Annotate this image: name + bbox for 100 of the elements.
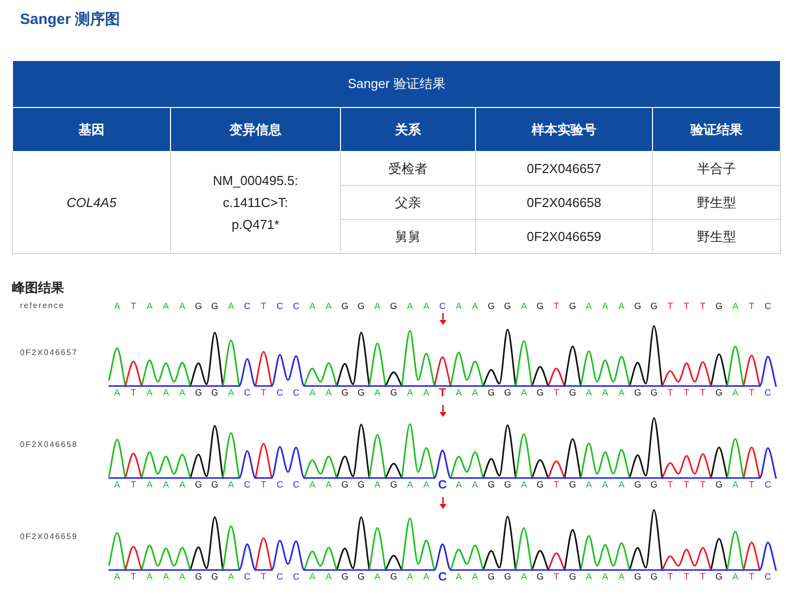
text: 0F2X046659 [526,228,602,244]
x-tick-label: G [358,571,365,582]
x-tick-label: C [276,571,284,582]
x-tick-label: G [488,387,495,398]
x-tick-label: T [684,571,690,582]
category-label: T [666,300,674,312]
x-tick-label: A [114,479,120,490]
category-label: G [633,300,642,312]
category-label: 变异信息 [170,108,340,152]
category-label: A [520,300,528,312]
x-tick-label: A [618,571,624,582]
category-label: A [308,300,316,312]
x-tick-label: T [554,479,560,490]
category-label: 关系 [340,108,476,152]
x-tick-label: A [456,387,462,398]
category-label: A [113,300,122,312]
x-tick-label: G [341,571,348,582]
x-tick-label: T [700,387,706,398]
x-tick-label: T [130,571,137,582]
y-axis-title: 0F2X046658 [20,440,78,450]
x-tick-label: G [488,479,495,490]
x-tick-label: G [488,571,495,582]
text: 峰图结果 [12,280,64,296]
x-tick-label: A [520,479,527,490]
x-tick-label: T [748,387,755,398]
x-tick-label: A [586,571,592,582]
x-tick-label: T [668,479,674,490]
text: COL4A5 [66,194,116,210]
category-label: A [406,300,414,312]
category-label: G [210,300,220,312]
category-label: G [568,300,578,312]
category-label: G [194,300,203,312]
x-tick-label: G [504,571,512,582]
x-tick-label: A [423,387,430,398]
x-tick-label: C [764,571,772,582]
x-tick-label: T [130,387,137,398]
x-tick-label: A [309,387,316,398]
x-tick-label: T [684,387,690,398]
category-label: C [276,300,284,312]
x-tick-label: A [114,571,120,582]
x-tick-label: G [211,479,218,490]
category-label: G [503,300,512,312]
x-tick-label: G [390,479,398,490]
text: 舅舅 [395,228,421,244]
x-tick-label: A [162,571,169,582]
x-tick-label: C [438,477,448,492]
x-tick-label: T [260,387,267,398]
x-tick-label: G [504,387,512,398]
x-tick-label: G [341,387,348,398]
x-tick-label: T [700,479,706,490]
x-tick-label: A [520,387,527,398]
x-tick-label: C [292,479,300,490]
x-tick-label: C [764,387,772,398]
x-tick-label: A [114,387,120,398]
category-label: T [748,300,756,312]
x-tick-label: A [586,387,592,398]
x-tick-label: G [634,479,642,490]
x-tick-label: A [162,387,169,398]
x-tick-label: A [406,479,413,490]
x-tick-label: T [554,571,560,582]
category-label: A [454,300,463,312]
x-tick-label: A [179,479,186,490]
category-label: 样本实验号 [476,108,652,152]
x-tick-label: A [179,387,186,398]
y-axis-title: 0F2X046657 [20,348,78,358]
x-tick-label: C [244,571,252,582]
category-label: G [356,300,366,312]
x-tick-label: C [244,387,252,398]
category-label: A [373,300,382,312]
x-tick-label: G [650,571,658,582]
text: Sanger 验证结果 [12,60,781,108]
x-tick-label: G [569,479,576,490]
x-tick-label: G [569,387,576,398]
text: 父亲 [395,194,421,210]
category-label: A [617,300,626,312]
category-label: A [146,300,154,312]
text: NM_000495.5: c.1411C>T: p.Q471* [212,172,298,232]
x-tick-label: A [374,387,380,398]
x-tick-label: A [732,571,738,582]
x-tick-label: A [406,571,413,582]
x-tick-label: A [228,479,234,490]
x-tick-label: C [764,479,772,490]
x-tick-label: T [130,479,137,490]
x-tick-label: A [228,387,234,398]
text: reference [20,300,65,312]
x-tick-label: C [438,569,448,584]
y-axis-title: 0F2X046659 [20,532,78,542]
text: Sanger 测序图 [20,10,120,29]
x-tick-label: A [472,387,478,398]
x-tick-label: A [374,571,380,582]
x-tick-label: T [748,571,755,582]
x-tick-label: T [684,479,690,490]
text: 受检者 [388,160,428,176]
x-tick-label: T [668,387,674,398]
x-tick-label: G [194,571,202,582]
category-label: C [438,300,447,312]
x-tick-label: G [390,571,398,582]
x-tick-label: T [748,479,755,490]
x-tick-label: A [618,387,624,398]
x-tick-label: A [732,479,738,490]
